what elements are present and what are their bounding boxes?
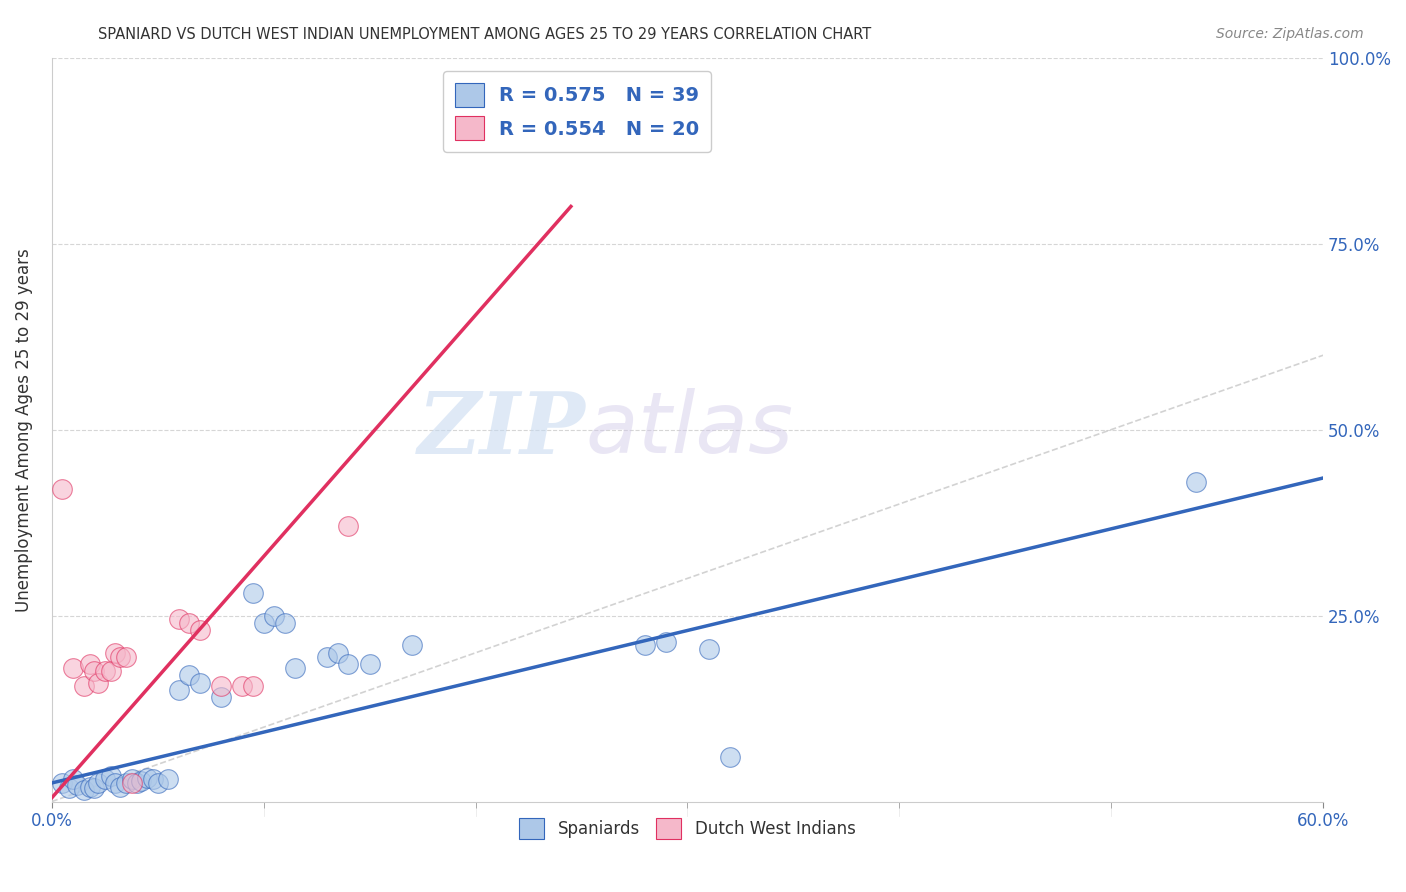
Point — [100, 768, 122, 782]
Point — [108, 649, 131, 664]
Point — [125, 776, 148, 790]
Point — [326, 646, 349, 660]
Point — [179, 615, 201, 630]
Point — [188, 675, 211, 690]
Point — [337, 657, 360, 671]
Text: Source: ZipAtlas.com: Source: ZipAtlas.com — [1216, 27, 1364, 41]
Point — [718, 750, 741, 764]
Point — [359, 657, 381, 671]
Point — [253, 615, 276, 630]
Point — [136, 771, 159, 785]
Point — [231, 679, 253, 693]
Y-axis label: Unemployment Among Ages 25 to 29 years: Unemployment Among Ages 25 to 29 years — [15, 248, 32, 612]
Point — [83, 781, 105, 796]
Point — [284, 661, 307, 675]
Point — [62, 772, 84, 787]
Point — [634, 638, 657, 652]
Text: SPANIARD VS DUTCH WEST INDIAN UNEMPLOYMENT AMONG AGES 25 TO 29 YEARS CORRELATION: SPANIARD VS DUTCH WEST INDIAN UNEMPLOYME… — [98, 27, 872, 42]
Point — [62, 661, 84, 675]
Point — [316, 649, 339, 664]
Point — [209, 679, 232, 693]
Point — [242, 586, 264, 600]
Point — [83, 665, 105, 679]
Point — [167, 612, 190, 626]
Point — [93, 772, 115, 787]
Point — [72, 679, 94, 693]
Text: atlas: atlas — [586, 388, 794, 471]
Point — [274, 615, 297, 630]
Point — [121, 776, 143, 790]
Legend: Spaniards, Dutch West Indians: Spaniards, Dutch West Indians — [513, 812, 862, 846]
Point — [72, 783, 94, 797]
Point — [146, 776, 169, 790]
Point — [104, 646, 127, 660]
Point — [129, 773, 152, 788]
Point — [51, 776, 73, 790]
Point — [108, 780, 131, 794]
Point — [263, 608, 285, 623]
Point — [66, 778, 89, 792]
Text: ZIP: ZIP — [418, 388, 586, 471]
Point — [100, 665, 122, 679]
Point — [104, 776, 127, 790]
Point — [401, 638, 423, 652]
Point — [167, 683, 190, 698]
Point — [157, 772, 180, 787]
Point — [115, 776, 138, 790]
Point — [655, 634, 678, 648]
Point — [87, 675, 110, 690]
Point — [87, 776, 110, 790]
Point — [1185, 475, 1208, 489]
Point — [550, 77, 572, 91]
Point — [188, 624, 211, 638]
Point — [142, 772, 165, 787]
Point — [337, 519, 360, 533]
Point — [115, 649, 138, 664]
Point — [58, 781, 80, 796]
Point — [121, 772, 143, 787]
Point — [79, 780, 101, 794]
Point — [697, 642, 720, 657]
Point — [93, 665, 115, 679]
Point — [242, 679, 264, 693]
Point — [79, 657, 101, 671]
Point — [209, 690, 232, 705]
Point — [179, 668, 201, 682]
Point — [51, 482, 73, 496]
